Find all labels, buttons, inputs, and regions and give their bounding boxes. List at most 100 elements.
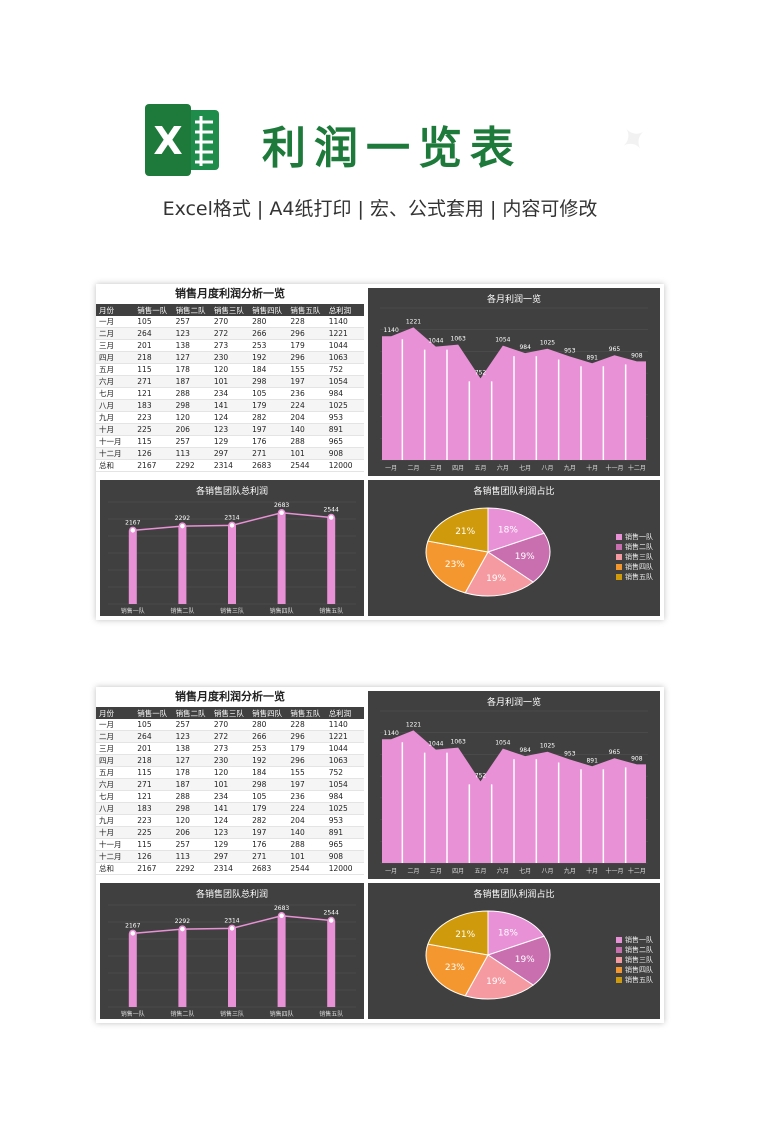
table-cell: 十一月 [96, 435, 135, 448]
table-row: 六月 271 187 101 298 197 1054 [96, 778, 364, 791]
table-cell: 105 [249, 387, 288, 400]
legend-swatch [616, 534, 622, 540]
table-cell: 223 [134, 411, 173, 424]
tick-label: 销售一队 [121, 1010, 145, 1018]
table-cell: 七月 [96, 387, 135, 400]
legend-label: 销售二队 [625, 543, 653, 551]
legend-label: 销售三队 [625, 553, 653, 561]
table-row: 四月 218 127 230 192 296 1063 [96, 754, 364, 767]
table-cell: 234 [210, 387, 250, 400]
table-cell: 752 [325, 363, 364, 376]
dashboard-preview: 销售月度利润分析一览 月份 销售一队 销售二队 销售三队 销售四队 销售五队 总利润 一月 1… [96, 687, 664, 1023]
monthly-chart-svg: 1140 一月 1221 二月 1044 三月 1063 四月 752 五月 1054 六月 984 七月… [380, 307, 648, 472]
tick-label: 销售三队 [220, 607, 244, 615]
tick-label: 销售五队 [319, 1010, 343, 1018]
table-cell: 908 [325, 447, 364, 460]
legend-swatch [616, 977, 622, 983]
table-cell: 192 [249, 754, 288, 767]
pie-slice [427, 507, 489, 553]
table-cell: 282 [249, 411, 288, 424]
table-cell: 1054 [325, 375, 364, 388]
data-label: 1063 [451, 336, 466, 343]
table-cell: 六月 [96, 778, 135, 791]
table-row: 一月 105 257 270 280 228 1140 [96, 316, 364, 328]
table-cell: 1140 [325, 719, 364, 731]
slice-label: 21% [455, 930, 475, 940]
pie-slice [425, 540, 489, 594]
table-cell: 264 [134, 327, 173, 340]
table-cell: 138 [172, 339, 211, 352]
chart-title: 各销售团队利润占比 [473, 890, 555, 900]
table-cell: 1063 [325, 351, 364, 364]
data-label: 2683 [274, 905, 289, 912]
table-cell: 2544 [287, 459, 326, 472]
data-label: 1044 [428, 338, 443, 345]
table-cell: 178 [172, 363, 211, 376]
table-row: 八月 183 298 141 179 224 1025 [96, 802, 364, 815]
table-cell: 965 [325, 838, 364, 851]
table-cell: 184 [249, 363, 288, 376]
data-label: 1025 [540, 340, 555, 347]
data-point [327, 513, 335, 522]
data-point [129, 526, 137, 535]
table-row: 五月 115 178 120 184 155 752 [96, 766, 364, 779]
bar [228, 928, 236, 1007]
table-cell: 179 [249, 399, 288, 412]
tick-label: 销售一队 [121, 607, 145, 615]
column-header: 销售四队 [249, 304, 288, 316]
data-label: 2292 [175, 515, 190, 522]
sheet-title: 销售月度利润分析一览 [175, 287, 285, 300]
data-label: 1063 [451, 739, 466, 746]
tick-label: 九月 [564, 464, 576, 472]
team-chart-svg: 2167 销售一队 2292 销售二队 2314 销售三队 2683 销售四队 2544 销售五队 [108, 501, 356, 615]
legend-label: 销售一队 [625, 533, 653, 541]
table-cell: 101 [210, 375, 250, 388]
data-label: 1140 [384, 730, 399, 737]
table-row: 总和 2167 2292 2314 2683 2544 12000 [96, 459, 364, 472]
table-cell: 273 [210, 742, 250, 755]
table-cell: 十月 [96, 826, 135, 839]
bar [277, 512, 286, 604]
legend-swatch [616, 947, 622, 953]
table-cell: 101 [210, 778, 250, 791]
table-cell: 197 [249, 423, 288, 436]
table-cell: 155 [287, 766, 326, 779]
table-cell: 298 [249, 375, 288, 388]
table-cell: 2314 [210, 459, 250, 472]
data-label: 2167 [125, 519, 140, 526]
table-cell: 223 [134, 814, 173, 827]
table-cell: 八月 [96, 399, 135, 412]
table-cell: 257 [172, 435, 211, 448]
table-cell: 176 [249, 838, 288, 851]
data-point [277, 912, 286, 920]
legend-swatch [616, 937, 622, 943]
sheet: 销售月度利润分析一览 月份 销售一队 销售二队 销售三队 销售四队 销售五队 总利润 一月 1… [96, 687, 364, 879]
table-cell: 2292 [172, 459, 211, 472]
legend-item: 销售一队 [616, 532, 653, 542]
slice-label: 19% [486, 574, 506, 584]
data-label: 908 [631, 352, 643, 359]
data-label: 908 [631, 755, 643, 762]
column-header: 月份 [96, 707, 135, 719]
table-cell: 2292 [172, 862, 211, 875]
legend-label: 销售五队 [625, 573, 653, 581]
table-cell: 280 [249, 719, 288, 731]
tick-label: 一月 [385, 465, 397, 472]
table-cell: 288 [172, 790, 211, 803]
table-cell: 288 [172, 387, 211, 400]
table-cell: 271 [249, 850, 288, 863]
bar [277, 915, 286, 1007]
table-cell: 953 [325, 411, 364, 424]
table-cell: 五月 [96, 363, 135, 376]
legend-label: 销售二队 [625, 946, 653, 954]
table-row: 四月 218 127 230 192 296 1063 [96, 351, 364, 364]
table-cell: 115 [134, 363, 173, 376]
tick-label: 销售三队 [220, 1010, 244, 1018]
table-cell: 273 [210, 339, 250, 352]
sheet: 销售月度利润分析一览 月份 销售一队 销售二队 销售三队 销售四队 销售五队 总利润 一月 1… [96, 284, 364, 476]
team-chart-svg: 2167 销售一队 2292 销售二队 2314 销售三队 2683 销售四队 2544 销售五队 [108, 904, 356, 1018]
table-row: 一月 105 257 270 280 228 1140 [96, 719, 364, 731]
table-cell: 224 [287, 802, 326, 815]
legend-label: 销售四队 [625, 966, 653, 974]
table-cell: 123 [210, 826, 250, 839]
